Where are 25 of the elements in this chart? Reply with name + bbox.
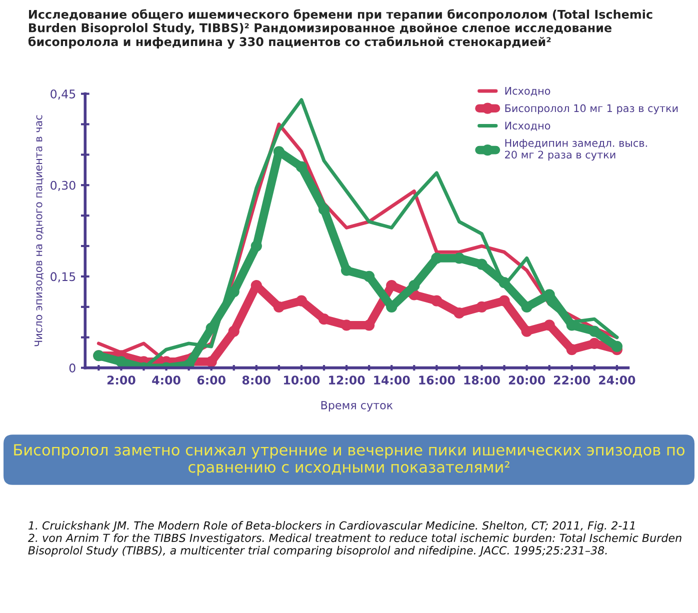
x-tick-label: 2:00 [107,376,136,385]
y-tick-label: 0,30 [50,180,76,191]
legend-label: Нифедипин замедл. высв. 20 мг 2 раза в сутки [505,139,647,161]
text: Бисопролол заметно снижал утренние и вечерние пики ишемических эпизодов по сравнению с исходными показателями² [14,444,684,476]
x-tick-label: 14:00 [374,376,410,385]
y-tick-label: 0 [69,364,76,372]
x-tick-label: 18:00 [464,376,500,385]
y-axis-title: Число эпизодов на одного пациента в час [34,115,44,346]
x-axis-title: Время суток [321,401,393,412]
y-tick-label: 0,45 [50,90,76,100]
x-tick-label: 16:00 [419,376,455,385]
legend-label: Бисопролол 10 мг 1 раз в сутки [505,104,678,114]
x-tick-label: 24:00 [599,376,636,385]
x-tick-label: 12:00 [329,376,365,385]
text: 1. Cruickshank JM. The Modern Role of Beta-blockers in Cardiovascular Medicine. Shelton, CT; 2011, Fig. 2-11 2. von Arnim T for the TIBBS Investigators. Medical treatment to reduce total ischemic burden: Total Ischemic Burden Bisoprolol Study (TIBBS), a multicenter trial comparing bisoprolol and nifedipine. JACC. 1995;25:231–38. [28,521,682,557]
y-tick-label: 0,15 [50,272,76,282]
x-tick-label: 4:00 [152,376,180,385]
x-tick-label: 20:00 [508,376,546,385]
x-tick-label: 22:00 [554,376,590,385]
x-tick-label: 10:00 [284,376,320,385]
x-tick-label: 8:00 [242,376,271,385]
legend-label: Исходно [505,122,550,131]
legend-label: Исходно [505,87,550,96]
chart-title: Исследование общего ишемического бремени при терапии бисопрололом (Total Ischemic Burden Bisoprolol Study, TIBBS)² Рандомизированное двойное слепое исследование бисопролола и нифедипина у 330 пациентов со стабильной стенокардией² [28,9,652,49]
x-tick-label: 6:00 [197,376,226,385]
